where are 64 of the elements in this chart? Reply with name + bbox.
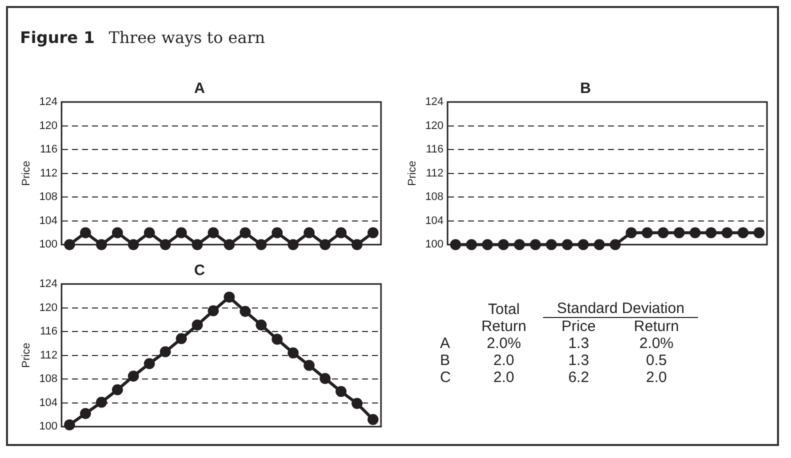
point xyxy=(80,408,92,420)
y-tick-label: 124 xyxy=(39,278,58,290)
caption: Figure 1 xyxy=(20,28,95,47)
text: 1.3 xyxy=(567,352,590,369)
y-tick-label: 124 xyxy=(39,96,58,108)
point xyxy=(320,372,331,384)
text: A xyxy=(440,335,452,352)
chart-title: C xyxy=(194,262,206,280)
text: C xyxy=(440,369,452,386)
y-tick-label: 120 xyxy=(39,120,58,132)
y-tick-label: 112 xyxy=(40,349,58,362)
chart-title: B xyxy=(580,80,592,98)
point xyxy=(288,347,299,358)
text: 2.0% xyxy=(486,335,522,352)
text: 1.3 xyxy=(567,335,590,352)
text: Total Return xyxy=(480,300,528,335)
point xyxy=(112,384,123,396)
text: Three ways to earn xyxy=(108,28,266,47)
point xyxy=(240,306,251,317)
point xyxy=(96,396,107,408)
y-tick-label: 100 xyxy=(39,420,58,433)
point xyxy=(224,292,235,303)
y-tick-label: 116 xyxy=(426,144,444,156)
text: 2.0 xyxy=(492,352,516,369)
text: Return xyxy=(632,318,680,335)
text: 2.0 xyxy=(644,369,668,386)
y-tick-label: 104 xyxy=(425,214,444,227)
y-tick-label: 100 xyxy=(425,238,444,251)
text: 0.5 xyxy=(644,352,668,369)
point xyxy=(144,358,155,370)
text: Standard Deviation xyxy=(542,300,698,318)
y-tick-label: 112 xyxy=(426,167,444,180)
y-tick-label: 100 xyxy=(39,238,58,251)
point xyxy=(192,320,203,330)
chart-title: A xyxy=(194,80,206,98)
y-tick-label: 108 xyxy=(425,191,444,204)
text: B xyxy=(440,352,452,369)
y-tick-label: 108 xyxy=(39,191,58,204)
y-tick-label: 116 xyxy=(40,144,58,156)
text: 6.2 xyxy=(567,369,590,386)
y-axis-title: Price xyxy=(20,342,33,368)
y-tick-label: 108 xyxy=(39,373,58,386)
text: Price xyxy=(560,318,597,335)
y-tick-label: 124 xyxy=(425,96,444,108)
point xyxy=(176,333,187,344)
point xyxy=(160,346,171,358)
y-tick-label: 104 xyxy=(39,214,58,227)
point xyxy=(128,370,139,382)
point xyxy=(352,398,363,409)
y-tick-label: 116 xyxy=(40,326,58,338)
y-axis-title: Price xyxy=(406,160,419,186)
point xyxy=(208,305,219,316)
point xyxy=(256,320,267,330)
point xyxy=(368,414,379,425)
y-tick-label: 120 xyxy=(39,302,58,314)
text: 2.0 xyxy=(492,369,516,386)
y-tick-label: 112 xyxy=(40,167,58,180)
point xyxy=(272,334,283,345)
y-tick-label: 104 xyxy=(39,396,58,409)
text: 2.0% xyxy=(638,335,675,352)
y-axis-title: Price xyxy=(20,160,33,186)
point xyxy=(336,386,347,398)
y-tick-label: 120 xyxy=(425,120,444,132)
point xyxy=(304,360,315,371)
